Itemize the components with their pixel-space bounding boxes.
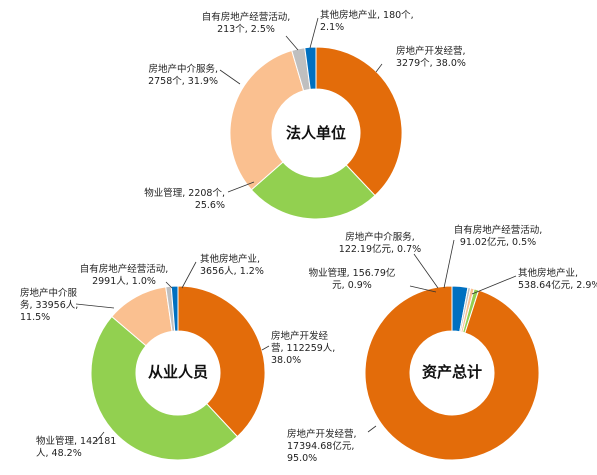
data-label-line: 11.5% [20, 312, 50, 323]
chart-title: 法人单位 [286, 124, 346, 142]
data-label-dev: 房地产开发经营, 3279个, 38.0% [396, 45, 466, 69]
data-label-self-owned: 自有房地产经营活动, 91.02亿元, 0.5% [454, 224, 543, 248]
leader-line-dev [367, 425, 377, 433]
data-label-line: 自有房地产经营活动, [202, 11, 291, 23]
data-label-line: 自有房地产经营活动, [80, 263, 169, 275]
data-label-agency: 房地产中介服务, 2758个, 31.9% [148, 63, 218, 87]
data-label-line: 95.0% [287, 453, 317, 464]
data-label-other: 其他房地产业, 3656人, 1.2% [200, 253, 264, 277]
leader-line-other [181, 261, 197, 289]
leader-line-agency [75, 303, 115, 309]
chart-title: 从业人员 [148, 363, 208, 381]
leader-line-property-mgmt [95, 431, 105, 443]
slice-dev [177, 285, 266, 438]
leader-line-self-owned [285, 35, 299, 51]
data-label-line: 3279个, 38.0% [396, 58, 466, 69]
slice-agency [229, 49, 305, 191]
slice-other [304, 46, 317, 90]
data-label-line: 38.0% [271, 355, 301, 366]
data-label-line: 91.02亿元, 0.5% [460, 236, 536, 248]
chart-total-assets: 房地产开发经营, 17394.68亿元, 95.0% 物业管理, 156.79亿元, … [287, 224, 597, 464]
data-label-property-mgmt: 物业管理, 142181 人, 48.2% [36, 435, 116, 459]
data-label-line: 务, 33956人, [20, 299, 78, 311]
leader-line-other [471, 275, 517, 295]
leader-line-agency [413, 253, 439, 289]
leader-line-other [309, 17, 319, 49]
data-label-self-owned: 自有房地产经营活动, 2991人, 1.0% [80, 263, 169, 287]
data-label-property-mgmt: 物业管理, 156.79亿元, 0.9% [309, 267, 396, 291]
data-label-line: 房地产中介服务, [345, 231, 415, 243]
data-label-line: 2991人, 1.0% [92, 276, 156, 287]
leader-line-dev [261, 345, 270, 351]
leader-line-self-owned [443, 239, 455, 289]
leader-line-self-owned [165, 281, 173, 289]
data-label-other: 其他房地产业, 180个, 2.1% [320, 9, 414, 33]
data-label-line: 2.1% [320, 22, 344, 33]
data-label-property-mgmt: 物业管理, 2208个, 25.6% [144, 187, 225, 211]
data-label-line: 房地产中介服 [20, 287, 78, 299]
data-label-line: 房地产开发经 [271, 330, 329, 342]
data-label-dev: 房地产开发经营, 112259人, 38.0% [271, 330, 335, 366]
data-label-line: 物业管理, 156.79亿 [309, 267, 396, 279]
leader-line-property-mgmt [409, 285, 437, 293]
data-label-line: 2758个, 31.9% [148, 76, 218, 87]
slice-other [170, 285, 179, 332]
data-label-line: 营, 112259人, [271, 342, 335, 354]
data-label-line: 其他房地产业, [518, 267, 578, 279]
data-label-line: 人, 48.2% [36, 448, 82, 459]
data-label-agency: 房地产中介服务, 33956人, 11.5% [20, 287, 78, 323]
chart-employees: 房地产开发经营, 112259人, 38.0% 物业管理, 142181 人, 48.… [20, 253, 335, 461]
leader-line-dev [375, 63, 383, 73]
data-label-line: 25.6% [195, 200, 225, 211]
data-label-line: 3656人, 1.2% [200, 266, 264, 277]
data-label-other: 其他房地产业, 538.64亿元, 2.9% [518, 267, 597, 291]
data-label-line: 自有房地产经营活动, [454, 224, 543, 236]
data-label-dev: 房地产开发经营, 17394.68亿元, 95.0% [287, 428, 357, 464]
data-label-line: 213个, 2.5% [217, 24, 275, 35]
data-label-line: 其他房地产业, [200, 253, 260, 265]
slice-property-mgmt [90, 315, 239, 461]
slice-dev [315, 46, 403, 197]
leader-line-agency [219, 69, 241, 85]
slice-property-mgmt [250, 161, 376, 220]
chart-legal-entities: 房地产开发经营, 3279个, 38.0% 物业管理, 2208个, 25.6% 房地产… [144, 9, 466, 220]
data-label-line: 538.64亿元, 2.9% [518, 279, 597, 291]
data-label-line: 17394.68亿元, [287, 440, 354, 452]
chart-title: 资产总计 [422, 363, 482, 381]
leader-line-property-mgmt [227, 181, 255, 193]
data-label-agency: 房地产中介服务, 122.19亿元, 0.7% [339, 231, 421, 255]
data-label-line: 物业管理, 2208个, [144, 187, 225, 199]
slice-dev [364, 285, 540, 461]
data-label-line: 房地产开发经营, [396, 45, 466, 57]
data-label-line: 房地产开发经营, [287, 428, 357, 440]
data-label-line: 房地产中介服务, [148, 63, 218, 75]
data-label-line: 元, 0.9% [332, 280, 372, 291]
data-label-line: 其他房地产业, 180个, [320, 9, 414, 21]
data-label-line: 122.19亿元, 0.7% [339, 243, 421, 255]
data-label-self-owned: 自有房地产经营活动, 213个, 2.5% [202, 11, 291, 35]
data-label-line: 物业管理, 142181 [36, 435, 116, 447]
